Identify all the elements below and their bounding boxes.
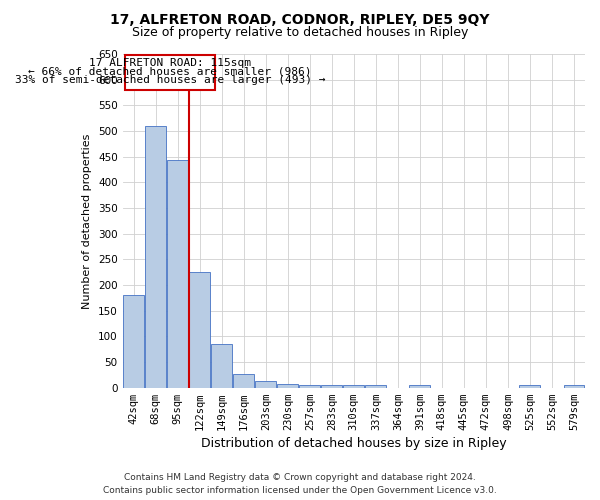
Bar <box>365 385 386 388</box>
Bar <box>322 385 342 388</box>
Y-axis label: Number of detached properties: Number of detached properties <box>82 133 92 308</box>
FancyBboxPatch shape <box>125 55 215 90</box>
Text: ← 66% of detached houses are smaller (986): ← 66% of detached houses are smaller (98… <box>28 66 312 76</box>
X-axis label: Distribution of detached houses by size in Ripley: Distribution of detached houses by size … <box>201 437 506 450</box>
Text: Size of property relative to detached houses in Ripley: Size of property relative to detached ho… <box>132 26 468 39</box>
Text: 17 ALFRETON ROAD: 115sqm: 17 ALFRETON ROAD: 115sqm <box>89 58 251 68</box>
Bar <box>255 380 276 388</box>
Bar <box>233 374 254 388</box>
Bar <box>277 384 298 388</box>
Text: 33% of semi-detached houses are larger (493) →: 33% of semi-detached houses are larger (… <box>15 74 325 85</box>
Bar <box>211 344 232 388</box>
Bar <box>563 385 584 388</box>
Text: 17, ALFRETON ROAD, CODNOR, RIPLEY, DE5 9QY: 17, ALFRETON ROAD, CODNOR, RIPLEY, DE5 9… <box>110 12 490 26</box>
Bar <box>409 385 430 388</box>
Bar <box>123 296 144 388</box>
Bar <box>299 385 320 388</box>
Text: Contains HM Land Registry data © Crown copyright and database right 2024.
Contai: Contains HM Land Registry data © Crown c… <box>103 473 497 495</box>
Bar <box>343 385 364 388</box>
Bar <box>189 272 210 388</box>
Bar <box>167 160 188 388</box>
Bar <box>145 126 166 388</box>
Bar <box>520 385 541 388</box>
